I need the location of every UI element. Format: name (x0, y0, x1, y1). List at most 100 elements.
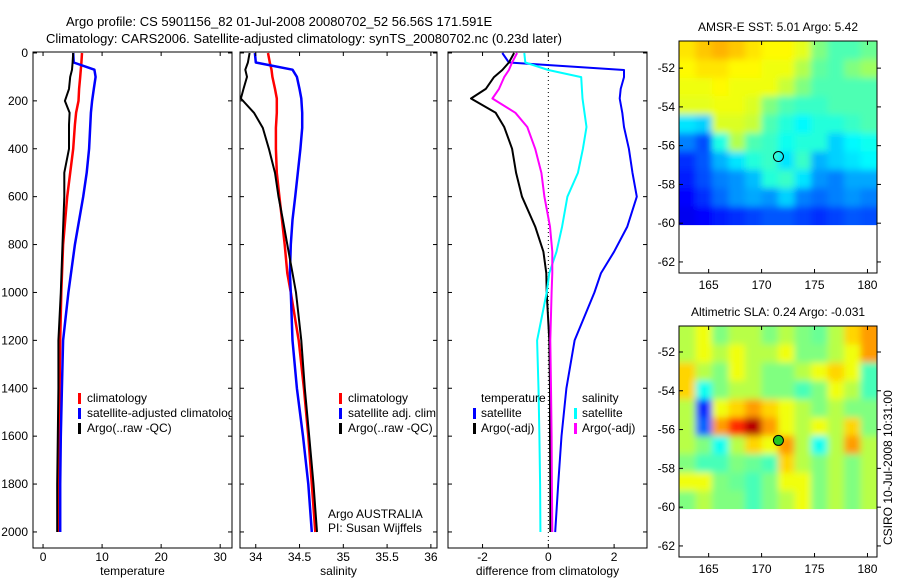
x-tick-label: 34.5 (288, 550, 312, 564)
heatmap-cell (844, 435, 862, 456)
x-tick-label: 34 (249, 550, 263, 564)
heatmap-cell (695, 77, 713, 98)
y-tick-label: 2000 (1, 525, 28, 539)
heatmap-cell (695, 344, 713, 364)
heatmap-cell (778, 399, 796, 419)
y-tick-label: 1800 (1, 477, 28, 491)
heatmap-cell (745, 114, 763, 135)
heatmap-cell (827, 41, 845, 61)
x-tick-label: 30 (214, 550, 228, 564)
heatmap-cell (761, 399, 779, 419)
heatmap-cell (827, 77, 845, 98)
y-tick-label: 1400 (1, 381, 28, 395)
heatmap-cell (778, 417, 796, 437)
heatmap-cell (712, 169, 730, 190)
heatmap-cell (679, 399, 697, 419)
heatmap-cell (695, 380, 713, 401)
heatmap-cell (728, 114, 746, 135)
heatmap-cell (827, 380, 845, 401)
heatmap-cell (679, 472, 697, 492)
heatmap-cell (728, 490, 746, 510)
heatmap-cell (827, 151, 845, 171)
heatmap-cell (844, 380, 862, 401)
heatmap-cell (695, 114, 713, 135)
heatmap-cell (728, 472, 746, 492)
heatmap-cell (712, 344, 730, 364)
heatmap-cell (827, 454, 845, 474)
y-tick-label: -54 (658, 384, 676, 398)
heatmap-cell (679, 114, 697, 135)
heatmap-cell (778, 472, 796, 492)
heatmap-cell (778, 362, 796, 382)
heatmap-cell (844, 362, 862, 382)
legend-header: salinity (582, 391, 619, 405)
annotation-line2: PI: Susan Wijffels (328, 521, 422, 535)
x-tick-label: 165 (699, 562, 719, 576)
x-tick-label: 2 (611, 550, 618, 564)
heatmap-cell (811, 326, 829, 346)
heatmap-cell (679, 41, 697, 61)
y-tick-label: 1600 (1, 429, 28, 443)
y-tick-label: -58 (658, 177, 676, 191)
legend-swatch (574, 423, 577, 434)
heatmap-cell (695, 326, 713, 346)
heatmap-cell (860, 188, 877, 208)
heatmap-cell (745, 362, 763, 382)
series-line-1 (501, 52, 638, 533)
heatmap-cell (761, 96, 779, 116)
y-tick-label: -52 (658, 345, 676, 359)
heatmap-cell (679, 133, 697, 153)
x-axis-label: salinity (320, 564, 357, 578)
heatmap-cell (827, 472, 845, 492)
heatmap-cell (679, 435, 697, 456)
plot-area (679, 41, 877, 226)
heatmap-cell (695, 417, 713, 437)
heatmap-cell (745, 133, 763, 153)
heatmap-cell (761, 41, 779, 61)
heatmap-cell (860, 59, 877, 79)
map-title: AMSR-E SST: 5.01 Argo: 5.42 (698, 20, 858, 34)
heatmap-cell (679, 362, 697, 382)
heatmap-clip-group (679, 41, 877, 226)
y-tick-label: 800 (8, 238, 28, 252)
heatmap-cell (860, 169, 877, 190)
heatmap-cell (844, 96, 862, 116)
heatmap-cell (761, 380, 779, 401)
series-line-2 (470, 52, 552, 532)
plot-area: temperature salinitysatelliteArgo(-adj)sa… (470, 52, 638, 548)
heatmap-cell (695, 169, 713, 190)
heatmap-cell (728, 169, 746, 190)
heatmap-cell (778, 490, 796, 510)
heatmap-cell (778, 133, 796, 153)
heatmap-cell (811, 169, 829, 190)
heatmap-cell (860, 206, 877, 226)
heatmap-cell (778, 454, 796, 474)
x-axis-label: temperature (100, 564, 165, 578)
heatmap-cell (745, 472, 763, 492)
heatmap-cell (712, 326, 730, 346)
heatmap-cell (712, 133, 730, 153)
heatmap-cell (778, 96, 796, 116)
heatmap-cell (761, 490, 779, 510)
y-tick-label: 600 (8, 190, 28, 204)
heatmap-cell (761, 326, 779, 346)
heatmap-cell (745, 41, 763, 61)
heatmap-cell (811, 206, 829, 226)
heatmap-cell (860, 417, 877, 437)
heatmap-cell (728, 326, 746, 346)
heatmap-cell (778, 41, 796, 61)
heatmap-cell (794, 362, 812, 382)
y-tick-label: 400 (8, 142, 28, 156)
heatmap-cell (811, 77, 829, 98)
heatmap-cell (728, 41, 746, 61)
heatmap-cell (827, 169, 845, 190)
heatmap-cell (844, 326, 862, 346)
heatmap-cell (860, 344, 877, 364)
y-tick-label: -54 (658, 100, 676, 114)
heatmap-cell (794, 151, 812, 171)
heatmap-cell (712, 188, 730, 208)
heatmap-cell (728, 59, 746, 79)
